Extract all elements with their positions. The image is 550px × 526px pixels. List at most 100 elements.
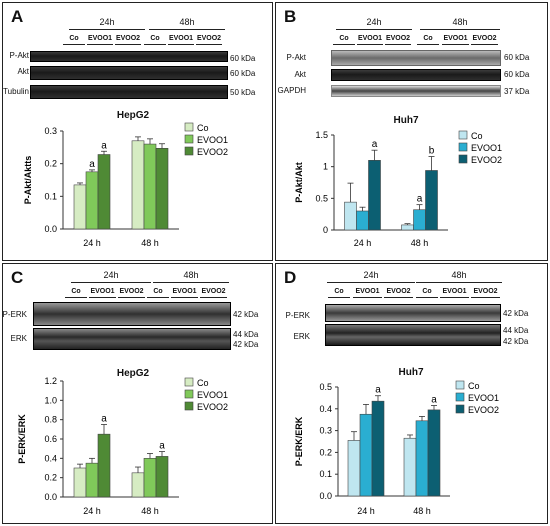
blot-band <box>331 50 501 66</box>
lane-label: Co <box>328 287 350 298</box>
bar <box>73 467 87 498</box>
western-blot: 24h 48h Co EVOO1 EVOO2 Co EVOO1 EVOO2 P-… <box>3 3 272 103</box>
panel-label: B <box>284 7 297 26</box>
lane-label: EVOO1 <box>168 34 194 45</box>
legend-label: EVOO1 <box>471 143 502 153</box>
significance-label: a <box>89 159 95 170</box>
y-tick-label: 0.0 <box>44 224 57 234</box>
band-label: Akt <box>294 70 306 79</box>
band-label: P-ERK <box>285 311 310 320</box>
legend-swatch <box>184 389 194 399</box>
time-group-label: 48h <box>149 17 225 30</box>
time-group-label: 24h <box>71 270 151 283</box>
bar <box>425 170 438 231</box>
band-label: P-Akt <box>9 51 29 60</box>
significance-label: a <box>372 139 378 150</box>
chart-title: Huh7 <box>398 367 424 378</box>
lane-label: EVOO2 <box>196 34 222 45</box>
lane-label: EVOO2 <box>115 34 141 45</box>
bar <box>359 413 373 497</box>
time-group-label: 48h <box>416 270 502 283</box>
kda-marker: 50 kDa <box>230 88 256 97</box>
significance-label: a <box>431 395 437 406</box>
legend-swatch <box>184 401 194 411</box>
panel-label: A <box>11 7 24 26</box>
lane-label: EVOO1 <box>89 287 116 298</box>
kda-marker: 42 kDa <box>233 340 259 349</box>
band-label: Akt <box>17 67 29 76</box>
legend-label: EVOO1 <box>197 390 228 400</box>
blot-band <box>331 69 501 81</box>
y-tick-label: 0.6 <box>44 434 57 444</box>
x-tick-label: 48 h <box>411 238 429 248</box>
legend-swatch <box>458 154 468 164</box>
bar <box>97 433 111 498</box>
band-label: Tubulin <box>3 87 29 96</box>
blot-band <box>331 85 501 97</box>
legend-swatch <box>455 392 465 402</box>
y-tick-label: 0.4 <box>319 404 332 414</box>
band-label: ERK <box>10 334 27 343</box>
blot-band <box>33 302 231 326</box>
y-tick-label: 0.1 <box>44 191 57 201</box>
kda-marker: 60 kDa <box>504 70 530 79</box>
significance-label: b <box>429 146 435 157</box>
legend-label: EVOO2 <box>197 402 228 412</box>
lane-label: EVOO2 <box>471 34 498 45</box>
lane-label: Co <box>333 34 355 45</box>
y-tick-label: 0.2 <box>319 447 332 457</box>
y-tick-label: 1.0 <box>44 395 57 405</box>
legend-label: EVOO2 <box>197 147 228 157</box>
significance-label: a <box>159 441 165 452</box>
band-label: P-ERK <box>2 310 27 319</box>
bar <box>368 160 381 231</box>
panel-a: A 24h 48h Co EVOO1 EVOO2 Co EVOO1 EVOO2 … <box>2 2 273 261</box>
lane-label: Co <box>144 34 166 45</box>
kda-marker: 60 kDa <box>230 69 256 78</box>
y-tick-label: 0.2 <box>44 473 57 483</box>
legend-label: EVOO1 <box>468 393 499 403</box>
blot-band <box>30 85 228 99</box>
lane-label: EVOO1 <box>357 34 383 45</box>
x-tick-label: 48 h <box>141 238 159 248</box>
lane-label: EVOO2 <box>118 287 145 298</box>
legend-swatch <box>184 122 194 132</box>
bar <box>413 209 426 231</box>
y-tick-label: 0.0 <box>319 491 332 501</box>
legend-label: Co <box>197 378 209 388</box>
lane-label: EVOO1 <box>442 34 469 45</box>
lane-label: Co <box>147 287 169 298</box>
y-tick-label: 0.5 <box>315 193 328 203</box>
lane-label: EVOO2 <box>384 287 413 298</box>
legend-label: EVOO2 <box>468 405 499 415</box>
y-tick-label: 0.4 <box>44 453 57 463</box>
lane-label: EVOO2 <box>385 34 411 45</box>
kda-marker: 44 kDa <box>503 326 529 335</box>
significance-label: a <box>101 414 107 425</box>
bar <box>415 420 429 497</box>
kda-marker: 60 kDa <box>504 53 530 62</box>
lane-label: EVOO1 <box>171 287 198 298</box>
western-blot: 24h 48h Co EVOO1 EVOO2 Co EVOO1 EVOO2 P-… <box>276 3 547 103</box>
legend-label: Co <box>197 123 209 133</box>
lane-label: Co <box>65 287 87 298</box>
legend-swatch <box>184 377 194 387</box>
bar <box>143 458 157 498</box>
significance-label: a <box>417 194 423 205</box>
band-label: P-Akt <box>286 53 306 62</box>
western-blot: 24h 48h Co EVOO1 EVOO2 Co EVOO1 EVOO2 P-… <box>276 264 547 364</box>
y-tick-label: 0.1 <box>319 469 332 479</box>
bar <box>131 472 145 498</box>
band-label: GAPDH <box>277 86 306 95</box>
blot-band <box>30 51 228 62</box>
chart-title: Huh7 <box>393 115 419 126</box>
bar-chart: 0 0.5 1 1.5 P-Akt/Akt a 24 h a b 48 h Co EVOO1 EVOO2 <box>294 130 502 248</box>
legend-label: Co <box>471 131 483 141</box>
lane-label: EVOO1 <box>87 34 113 45</box>
legend-label: EVOO2 <box>471 155 502 165</box>
blot-band <box>30 66 228 80</box>
kda-marker: 37 kDa <box>504 87 530 96</box>
x-tick-label: 24 h <box>357 506 375 516</box>
lane-label: EVOO1 <box>440 287 469 298</box>
x-tick-label: 24 h <box>354 238 372 248</box>
